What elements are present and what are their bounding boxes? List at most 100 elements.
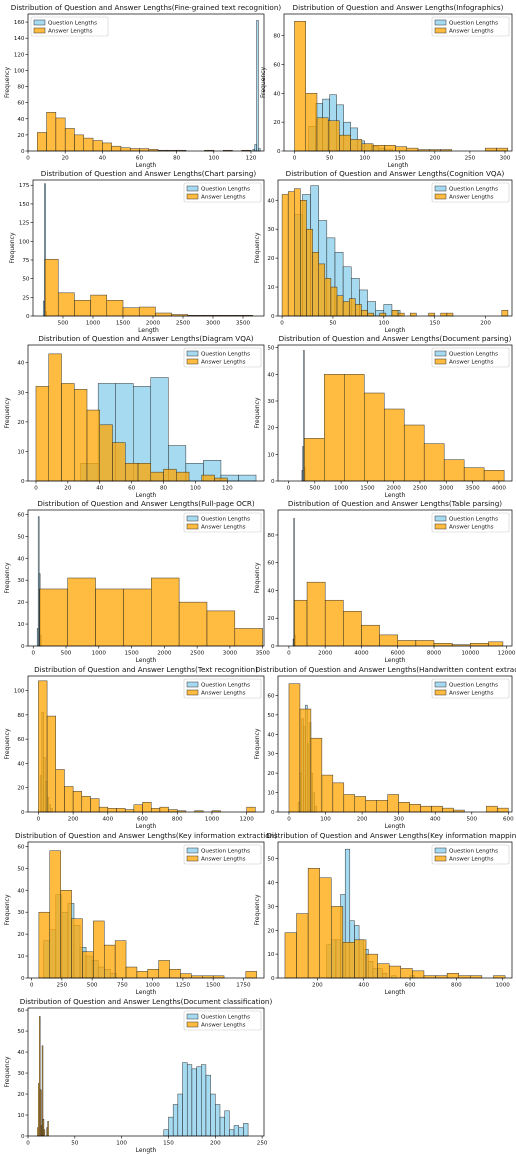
question-bar [150,377,169,482]
answer-bar [55,117,66,152]
legend: Question Lengths Answer Lengths [183,678,262,699]
answer-bar [428,312,435,317]
answer-bar [95,588,124,647]
y-tick-label: 0 [21,810,25,816]
answer-bar [90,294,108,317]
answer-bar [397,312,405,317]
plot-frame [27,13,265,152]
x-axis-label: Length [385,327,406,334]
answer-bar [176,471,190,482]
answer-bar [180,973,192,979]
chart-title: Distribution of Question and Answer Leng… [279,334,512,343]
answer-bar [446,312,454,317]
answer-bar [384,145,396,152]
histogram-panel-13: Distribution of Question and Answer Leng… [4,997,272,1154]
question-bar [258,148,261,152]
answer-bar [361,624,380,647]
question-bar [238,1127,244,1137]
answer-bar [300,200,307,317]
answer-bar [342,301,350,317]
question-bar [201,1064,207,1137]
y-tick-label: 40 [267,732,275,738]
answer-bar [403,424,425,482]
x-tick-label: 0 [34,486,38,492]
x-tick-label: 300 [500,156,511,162]
y-tick-label: 40 [17,556,25,562]
x-tick-label: 1500 [206,983,221,989]
x-tick-label: 200 [429,156,440,162]
legend-label-answer: Answer Lengths [201,691,246,697]
x-axis-label: Length [136,492,157,499]
answer-bar [446,973,459,979]
answer-bar [296,913,309,979]
answer-bar [169,969,181,979]
x-tick-label: 500 [58,321,69,327]
legend-label-question: Question Lengths [201,1015,250,1021]
answer-bar [46,112,57,152]
y-tick-label: 40 [17,1050,25,1056]
y-tick-label: 30 [267,752,275,758]
legend-swatch-question [434,19,447,26]
answer-bar [355,304,362,317]
chart-title: Distribution of Question and Answer Leng… [37,499,255,508]
legend-label-answer: Answer Lengths [449,195,494,201]
y-axis-label: Frequency [4,397,11,428]
x-tick-label: 3500 [236,321,251,327]
y-axis-label: Frequency [4,67,11,98]
histogram-panel-4: Distribution of Question and Answer Leng… [254,169,513,334]
x-tick-label: 200 [312,983,323,989]
answer-bar [400,968,413,979]
answer-bar [397,640,417,647]
x-tick-label: 20 [62,156,70,162]
y-tick-label: 75 [22,258,30,264]
answer-bar [43,1129,46,1137]
legend-box [183,512,262,533]
y-tick-label: 20 [17,600,25,606]
answer-bar [136,971,149,979]
x-tick-label: 1000 [92,651,107,657]
y-tick-label: 20 [267,616,275,622]
legend-box [183,182,262,203]
answer-bar [324,278,332,317]
x-tick-label: 2000 [387,486,402,492]
answer-bar [423,443,445,482]
x-tick-label: 200 [480,321,491,327]
answer-bar [74,389,88,482]
y-tick-label: 50 [17,534,25,540]
legend-swatch-answer [434,193,447,200]
question-bar [215,1104,221,1137]
answer-bar [391,309,399,317]
answer-bar [48,353,62,482]
x-tick-label: 2500 [176,321,191,327]
answer-bar [497,807,509,813]
answer-bar [350,139,363,152]
question-bar [243,1123,249,1137]
x-tick-label: 150 [429,321,440,327]
x-tick-label: 3500 [256,651,271,657]
answer-bar [74,134,84,152]
y-tick-label: 40 [17,888,25,894]
legend-swatch-question [434,185,447,192]
y-tick-label: 0 [21,644,25,650]
x-tick-label: 0 [287,817,291,823]
answer-bar [316,117,329,152]
legend-swatch-question [186,350,199,357]
x-tick-label: 1000 [496,983,511,989]
answer-bar [388,965,402,979]
y-tick-label: 150 [19,202,30,208]
legend-swatch-answer [434,689,447,696]
x-tick-label: 6000 [391,651,406,657]
legend-label-answer: Answer Lengths [201,525,246,531]
answer-bar [310,737,323,813]
answer-bar [106,300,124,317]
y-tick-label: 10 [267,452,275,458]
histogram-panel-1: Distribution of Question and Answer Leng… [4,3,281,169]
question-bar [168,1116,174,1137]
answer-bar [354,939,367,979]
legend-swatch-answer [186,1021,199,1028]
answer-bar [129,148,140,152]
legend-swatch-question [186,847,199,854]
answer-bar [61,383,75,482]
y-tick-label: 30 [267,399,275,405]
answer-bar [159,806,169,813]
